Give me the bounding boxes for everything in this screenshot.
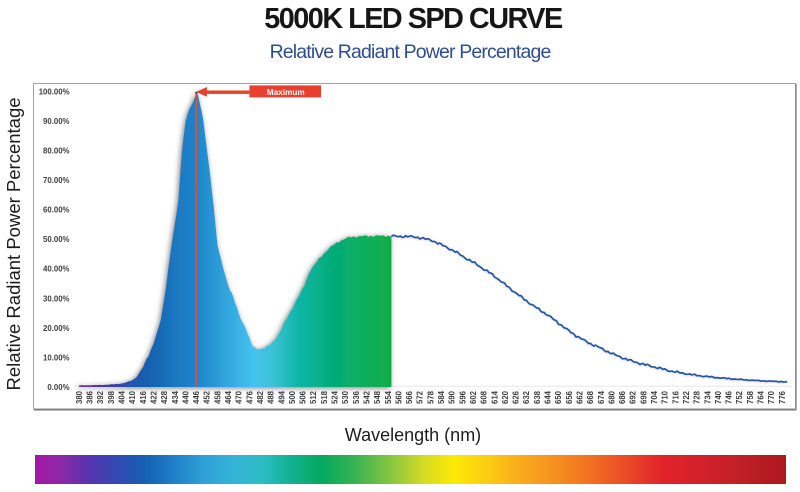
svg-text:428: 428 [160, 390, 169, 404]
svg-text:602: 602 [469, 390, 478, 404]
svg-text:452: 452 [203, 390, 212, 404]
svg-text:686: 686 [618, 390, 627, 404]
svg-text:770: 770 [767, 390, 776, 404]
svg-text:662: 662 [575, 390, 584, 404]
svg-text:494: 494 [277, 390, 286, 404]
svg-text:422: 422 [149, 390, 158, 404]
svg-text:416: 416 [139, 390, 148, 404]
svg-text:542: 542 [362, 390, 371, 404]
svg-text:Maximum: Maximum [267, 88, 305, 97]
svg-text:758: 758 [746, 390, 755, 404]
svg-text:410: 410 [128, 390, 137, 404]
svg-text:470: 470 [235, 390, 244, 404]
svg-text:548: 548 [373, 390, 382, 404]
svg-text:392: 392 [96, 390, 105, 404]
svg-text:50.00%: 50.00% [43, 235, 70, 244]
svg-text:746: 746 [725, 390, 734, 404]
svg-text:764: 764 [757, 390, 766, 404]
svg-text:434: 434 [171, 390, 180, 404]
svg-text:626: 626 [512, 390, 521, 404]
svg-text:60.00%: 60.00% [43, 206, 70, 215]
svg-text:476: 476 [245, 390, 254, 404]
svg-text:590: 590 [448, 390, 457, 404]
svg-text:566: 566 [405, 390, 414, 404]
svg-text:656: 656 [565, 390, 574, 404]
svg-text:20.00%: 20.00% [43, 324, 70, 333]
svg-text:554: 554 [384, 390, 393, 404]
svg-text:722: 722 [682, 390, 691, 404]
svg-text:386: 386 [86, 390, 95, 404]
svg-text:500: 500 [288, 390, 297, 404]
svg-text:572: 572 [416, 390, 425, 404]
svg-text:668: 668 [586, 390, 595, 404]
svg-text:398: 398 [107, 390, 116, 404]
svg-text:776: 776 [778, 390, 787, 404]
svg-text:446: 446 [192, 390, 201, 404]
svg-text:710: 710 [661, 390, 670, 404]
svg-text:716: 716 [671, 390, 680, 404]
svg-text:380: 380 [75, 390, 84, 404]
svg-text:30.00%: 30.00% [43, 294, 70, 303]
svg-text:80.00%: 80.00% [43, 147, 70, 156]
svg-text:704: 704 [650, 390, 659, 404]
svg-text:536: 536 [352, 390, 361, 404]
svg-text:560: 560 [394, 390, 403, 404]
svg-text:464: 464 [224, 390, 233, 404]
svg-text:440: 440 [181, 390, 190, 404]
svg-text:674: 674 [597, 390, 606, 404]
svg-text:404: 404 [118, 390, 127, 404]
svg-text:100.00%: 100.00% [39, 87, 70, 96]
svg-text:512: 512 [309, 390, 318, 404]
svg-text:692: 692 [629, 390, 638, 404]
svg-text:518: 518 [320, 390, 329, 404]
svg-text:90.00%: 90.00% [43, 117, 70, 126]
svg-text:40.00%: 40.00% [43, 265, 70, 274]
svg-text:740: 740 [714, 390, 723, 404]
svg-text:698: 698 [639, 390, 648, 404]
svg-text:620: 620 [501, 390, 510, 404]
svg-text:0.00%: 0.00% [47, 383, 69, 392]
svg-text:650: 650 [554, 390, 563, 404]
svg-text:70.00%: 70.00% [43, 176, 70, 185]
svg-text:458: 458 [213, 390, 222, 404]
svg-text:482: 482 [256, 390, 265, 404]
svg-text:608: 608 [480, 390, 489, 404]
svg-text:10.00%: 10.00% [43, 353, 70, 362]
svg-text:596: 596 [458, 390, 467, 404]
svg-text:644: 644 [544, 390, 553, 404]
svg-text:734: 734 [703, 390, 712, 404]
svg-text:488: 488 [267, 390, 276, 404]
svg-text:530: 530 [341, 390, 350, 404]
svg-text:584: 584 [437, 390, 446, 404]
svg-text:524: 524 [331, 390, 340, 404]
svg-text:614: 614 [490, 390, 499, 404]
svg-text:752: 752 [735, 390, 744, 404]
svg-text:506: 506 [299, 390, 308, 404]
svg-text:638: 638 [533, 390, 542, 404]
svg-text:578: 578 [426, 390, 435, 404]
svg-text:728: 728 [693, 390, 702, 404]
svg-text:680: 680 [607, 390, 616, 404]
svg-text:632: 632 [522, 390, 531, 404]
